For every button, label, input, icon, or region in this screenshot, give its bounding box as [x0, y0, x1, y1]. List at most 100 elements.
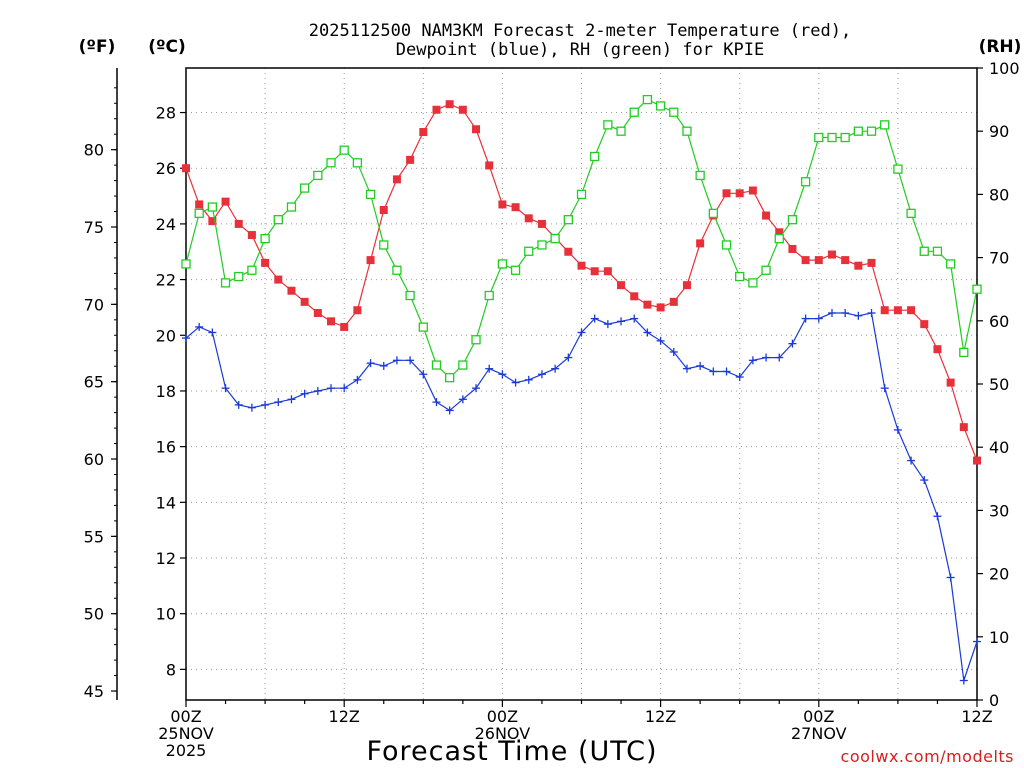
data-point	[432, 105, 441, 114]
fahrenheit-unit-label: (ºF)	[79, 37, 116, 57]
data-point	[841, 256, 850, 265]
data-point	[287, 286, 296, 295]
rh-tick-label: 30	[989, 501, 1009, 520]
data-point	[339, 145, 349, 155]
data-point	[788, 339, 797, 348]
data-point	[722, 189, 731, 198]
data-point	[906, 208, 916, 219]
data-point	[207, 202, 218, 212]
celsius-tick-label: 22	[156, 271, 176, 290]
data-point	[973, 637, 981, 646]
data-point	[762, 211, 771, 220]
data-point	[260, 233, 270, 244]
data-point	[471, 335, 481, 345]
data-point	[327, 317, 336, 326]
data-point	[432, 398, 441, 407]
data-point	[709, 367, 718, 376]
axes	[111, 67, 983, 707]
data-point	[313, 386, 322, 395]
data-point	[564, 353, 573, 362]
fahrenheit-tick-label: 60	[84, 450, 104, 469]
data-point	[353, 375, 362, 384]
data-point	[669, 297, 678, 306]
credit-link[interactable]: coolwx.com/modelts	[841, 747, 1014, 766]
data-point	[261, 258, 270, 267]
data-point	[801, 256, 810, 265]
data-point	[577, 261, 586, 270]
data-point	[300, 389, 309, 398]
data-point	[774, 233, 784, 244]
data-point	[485, 161, 494, 170]
data-point	[669, 107, 679, 117]
data-point	[946, 573, 955, 582]
data-point	[261, 400, 270, 409]
data-point	[866, 126, 877, 136]
data-point	[299, 183, 310, 193]
data-point	[775, 353, 784, 362]
celsius-tick-label: 8	[166, 660, 176, 679]
data-point	[735, 189, 744, 198]
rh-tick-label: 0	[989, 691, 999, 710]
data-point	[234, 271, 244, 282]
data-point	[880, 306, 889, 315]
data-point	[313, 309, 322, 318]
fahrenheit-tick-label: 65	[84, 373, 104, 392]
data-point	[274, 398, 283, 407]
data-point	[642, 94, 653, 105]
tick-labels: 45 50 55 60 65 70 75 80 8 10 12 14 16 18 20 22 24 26 28 0 10…	[84, 59, 1020, 760]
data-point	[629, 107, 639, 117]
data-point	[458, 395, 467, 404]
data-point	[761, 265, 771, 275]
data-point	[669, 347, 678, 356]
data-point	[973, 456, 981, 465]
data-point	[682, 126, 692, 136]
fahrenheit-tick-label: 80	[84, 141, 104, 160]
data-point	[801, 314, 810, 323]
data-point	[800, 177, 811, 187]
data-point	[827, 132, 837, 143]
data-point	[379, 361, 388, 370]
data-point	[696, 239, 705, 248]
data-point	[933, 512, 942, 521]
data-point	[656, 303, 665, 312]
rh-tick-label: 80	[989, 185, 1009, 204]
data-point	[352, 158, 363, 168]
rh-tick-label: 20	[989, 565, 1009, 584]
data-point	[708, 208, 718, 219]
data-point	[182, 334, 190, 343]
data-point	[511, 378, 520, 387]
data-point	[762, 353, 771, 362]
series-temperature	[182, 100, 981, 465]
data-point	[682, 364, 691, 373]
rh-tick-label: 70	[989, 249, 1009, 268]
data-point	[485, 364, 494, 373]
data-point	[748, 186, 757, 195]
data-point	[576, 189, 587, 200]
x-axis-title: Forecast Time (UTC)	[366, 736, 657, 767]
data-point	[854, 311, 863, 320]
data-point	[920, 320, 929, 329]
data-point	[445, 373, 455, 383]
celsius-tick-label: 10	[156, 605, 176, 624]
data-point	[195, 200, 204, 209]
data-point	[353, 306, 362, 315]
fahrenheit-tick-label: 75	[84, 218, 104, 237]
data-point	[287, 395, 296, 404]
data-point	[853, 126, 863, 136]
data-point	[182, 164, 190, 173]
x-tick-label: 12Z	[329, 707, 360, 726]
data-point	[550, 233, 560, 244]
data-point	[234, 219, 243, 228]
data-point	[405, 290, 415, 301]
data-point	[419, 370, 428, 379]
data-point	[234, 400, 243, 409]
data-point	[510, 265, 521, 275]
data-point	[221, 384, 230, 393]
data-point	[867, 309, 876, 318]
data-point	[498, 370, 507, 379]
gridlines	[186, 68, 977, 700]
data-point	[431, 360, 442, 370]
rh-tick-label: 100	[989, 59, 1020, 78]
data-point	[537, 370, 546, 379]
